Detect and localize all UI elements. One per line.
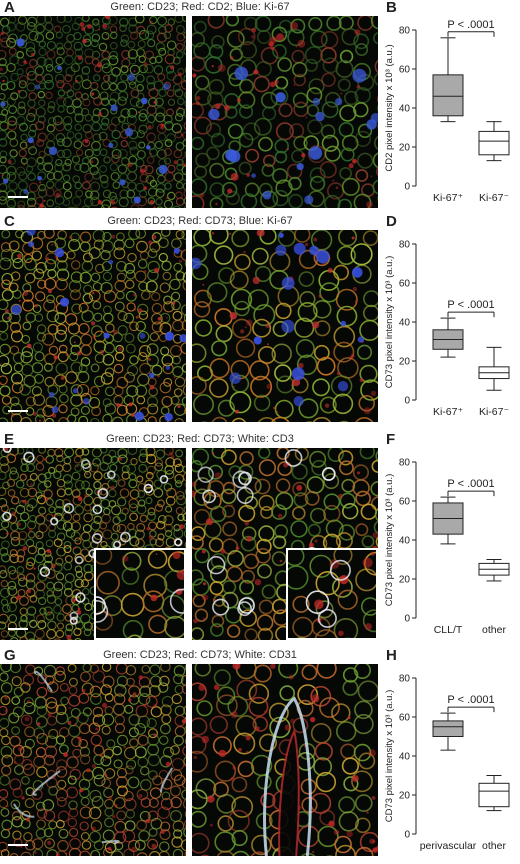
y-tick-label: 20 [399,357,411,368]
inset-zoom [94,548,186,640]
y-tick-label: 0 [404,396,410,407]
y-tick-label: 80 [399,674,411,685]
category-label: Ki-67⁺ [433,192,464,204]
y-tick-label: 20 [399,575,411,586]
y-tick-label: 40 [399,536,411,547]
y-tick-label: 0 [404,830,410,841]
box-plot: CD73 pixel intensity x 10³ (a.u.) 0 20 40 60… [382,214,520,424]
panel-letter-right: D [386,213,397,230]
image-caption: Green: CD23; Red: CD2; Blue: Ki-67 [110,1,290,13]
micrograph-zoom [192,230,378,422]
y-tick-label: 20 [399,143,411,154]
image-caption: Green: CD23; Red: CD73; White: CD3 [106,433,294,445]
panel-letter-right: B [386,0,397,16]
y-axis-label: CD73 pixel intensity x 10³ (a.u.) [384,474,395,607]
p-value-annotation: P < .0001 [447,694,494,706]
category-label: Ki-67⁻ [479,406,510,418]
micrograph-overview [0,16,186,208]
panel-letter-right: F [386,431,396,448]
category-label: Ki-67⁻ [479,192,510,204]
y-tick-label: 60 [399,713,411,724]
micrograph-zoom [192,664,378,856]
category-label: other [482,624,506,636]
y-axis-label: CD73 pixel intensity x 10³ (a.u.) [384,256,395,389]
panel-letter-right: H [386,647,397,664]
inset-zoom [286,548,378,640]
box-plot: CD73 pixel intensity x 10³ (a.u.) 0 20 40 60… [382,648,520,858]
y-tick-label: 60 [399,497,411,508]
y-tick-label: 80 [399,26,411,37]
y-tick-label: 0 [404,182,410,193]
y-axis-label: CD2 pixel intensity x 10³ (a.u.) [384,44,395,171]
image-caption: Green: CD23; Red: CD73; Blue: Ki-67 [107,215,293,227]
p-value-annotation: P < .0001 [447,299,494,311]
y-tick-label: 80 [399,240,411,251]
micrograph-overview [0,664,186,856]
image-caption: Green: CD23; Red: CD73; White: CD31 [103,649,297,661]
box [478,130,510,156]
y-tick-label: 0 [404,614,410,625]
category-label: perivascular [420,840,477,852]
y-tick-label: 60 [399,65,411,76]
y-tick-label: 20 [399,791,411,802]
y-tick-label: 40 [399,104,411,115]
box [432,720,464,738]
panel-letter-left: C [4,213,15,230]
panel-letter-left: G [4,647,16,664]
box [432,74,464,117]
micrograph-zoom [192,448,378,640]
p-value-annotation: P < .0001 [447,478,494,490]
micrograph-overview [0,448,186,640]
box-plot: CD73 pixel intensity x 10³ (a.u.) 0 20 40 60… [382,432,520,642]
y-tick-label: 40 [399,752,411,763]
scale-bar [8,628,28,630]
box-plot: CD2 pixel intensity x 10³ (a.u.) 0 20 40 60 8… [382,0,520,210]
category-label: Ki-67⁺ [433,406,464,418]
category-label: other [482,840,506,852]
scale-bar [8,410,28,412]
category-label: CLL/T [434,624,463,636]
y-tick-label: 80 [399,458,411,469]
micrograph-overview [0,230,186,422]
scale-bar [8,196,28,198]
y-tick-label: 60 [399,279,411,290]
panel-letter-left: E [4,431,15,448]
y-axis-label: CD73 pixel intensity x 10³ (a.u.) [384,690,395,823]
p-value-annotation: P < .0001 [447,19,494,31]
y-tick-label: 40 [399,318,411,329]
scale-bar [8,844,28,846]
micrograph-zoom [192,16,378,208]
box [478,782,510,808]
panel-letter-left: A [4,0,15,16]
